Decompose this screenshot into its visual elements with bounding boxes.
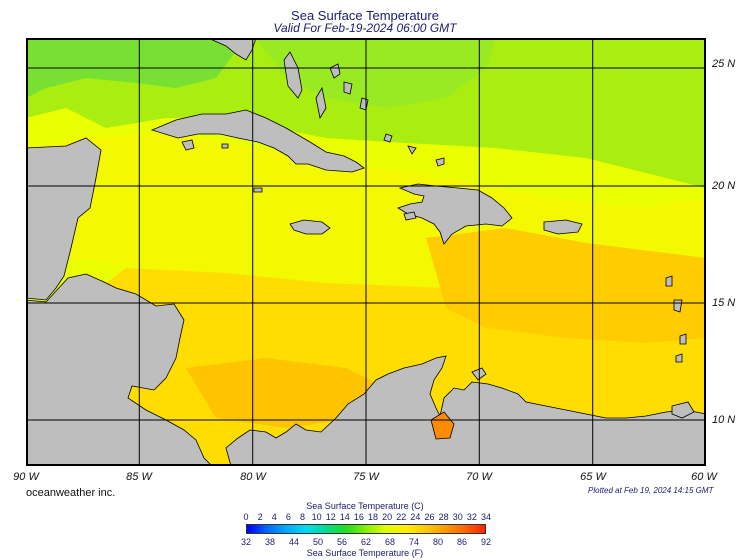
map-valid-time: Valid For Feb-19-2024 06:00 GMT xyxy=(273,21,457,35)
land-florida-keys xyxy=(283,51,303,99)
legend-fahrenheit-tick-8: 80 xyxy=(432,537,444,547)
legend-celsius-tick-2: 4 xyxy=(271,512,277,522)
lon-label-75w: 75 W xyxy=(353,471,379,483)
lat-label-20n: 20 N xyxy=(712,180,736,192)
legend-fahrenheit-tick-2: 44 xyxy=(288,537,300,547)
lat-lon-grid xyxy=(26,38,706,466)
land-lesser-antilles-d xyxy=(675,353,683,363)
legend-fahrenheit-tick-7: 74 xyxy=(408,537,420,547)
legend-celsius-tick-17: 34 xyxy=(480,512,492,522)
legend-fahrenheit-tick-3: 50 xyxy=(312,537,324,547)
map-title: Sea Surface Temperature xyxy=(291,8,439,23)
sst-cool-bahamas xyxy=(256,38,496,108)
plotted-timestamp: Plotted at Feb 19, 2024 14:15 GMT xyxy=(588,486,714,495)
lon-label-65w: 65 W xyxy=(580,471,606,483)
legend-fahrenheit-tick-6: 68 xyxy=(384,537,396,547)
lon-label-90w: 90 W xyxy=(13,471,39,483)
land-trinidad xyxy=(671,401,695,419)
sst-map xyxy=(26,38,706,466)
lon-label-70w: 70 W xyxy=(466,471,492,483)
legend-fahrenheit-title: Sea Surface Temperature (F) xyxy=(306,548,424,558)
legend-celsius-tick-16: 32 xyxy=(466,512,477,522)
legend-celsius-tick-15: 30 xyxy=(452,512,463,522)
legend-celsius-tick-14: 28 xyxy=(438,512,449,522)
lon-label-85w: 85 W xyxy=(126,471,152,483)
land-bahamas-andros xyxy=(315,86,327,120)
legend-celsius-tick-6: 12 xyxy=(325,512,336,522)
land-lake-maracaibo-outline xyxy=(430,411,455,440)
land xyxy=(26,38,706,466)
legend-fahrenheit-tick-9: 86 xyxy=(456,537,468,547)
legend-colorbar xyxy=(246,524,486,534)
lon-label-80w: 80 W xyxy=(240,471,266,483)
land-gonave xyxy=(403,211,417,221)
legend-celsius-tick-13: 26 xyxy=(424,512,435,522)
land-florida xyxy=(207,38,257,61)
legend-celsius-tick-8: 16 xyxy=(353,512,364,522)
land-isle-of-youth xyxy=(181,139,195,151)
land-bahamas-b xyxy=(343,81,353,95)
land-cuba xyxy=(150,109,365,173)
legend-celsius-tick-11: 22 xyxy=(396,512,407,522)
land-jamaica xyxy=(289,219,331,235)
map-frame xyxy=(26,38,706,466)
legend-fahrenheit-tick-1: 38 xyxy=(264,537,276,547)
legend-celsius-tick-1: 2 xyxy=(257,512,263,522)
legend-celsius-tick-10: 20 xyxy=(382,512,393,522)
legend-celsius-tick-4: 8 xyxy=(299,512,305,522)
legend-celsius-tick-0: 0 xyxy=(243,512,249,522)
legend-fahrenheit-ticks: 32 38 44 50 56 62 68 74 80 86 92 xyxy=(236,537,496,549)
legend-celsius-tick-5: 10 xyxy=(311,512,322,522)
land-lesser-antilles-a xyxy=(665,275,673,287)
legend-celsius-tick-7: 14 xyxy=(339,512,350,522)
land-turks xyxy=(435,157,445,167)
land-lesser-antilles-c xyxy=(679,333,687,345)
land-hispaniola xyxy=(397,183,513,245)
land-puerto-rico xyxy=(543,219,583,235)
land-mexico-yucatan xyxy=(26,38,102,301)
legend-fahrenheit-tick-0: 32 xyxy=(240,537,252,547)
legend-fahrenheit-tick-10: 92 xyxy=(480,537,492,547)
land-bahamas-e xyxy=(407,145,417,155)
legend-celsius-tick-3: 6 xyxy=(285,512,291,522)
legend-celsius-ticks: 0 2 4 6 8 10 12 14 16 18 20 22 24 26 28 30 32 34 xyxy=(236,512,496,524)
legend-fahrenheit-tick-4: 56 xyxy=(336,537,348,547)
sst-warm-southwest xyxy=(186,358,386,428)
lat-label-25n: 25 N xyxy=(712,58,736,70)
lon-label-60w: 60 W xyxy=(691,471,717,483)
lat-label-10n: 10 N xyxy=(712,414,736,426)
brand-text: oceanweather inc. xyxy=(26,487,116,499)
land-central-america xyxy=(26,273,706,466)
land-bahamas-d xyxy=(383,133,393,143)
legend-fahrenheit-tick-5: 62 xyxy=(360,537,372,547)
land-swan-islands xyxy=(221,143,229,149)
sst-warm-east xyxy=(426,228,706,343)
land-cayman xyxy=(253,187,263,193)
legend-celsius-title: Sea Surface Temperature (C) xyxy=(306,501,424,511)
legend-celsius-tick-9: 18 xyxy=(368,512,379,522)
lat-label-15n: 15 N xyxy=(712,297,736,309)
legend-celsius-tick-12: 24 xyxy=(410,512,421,522)
